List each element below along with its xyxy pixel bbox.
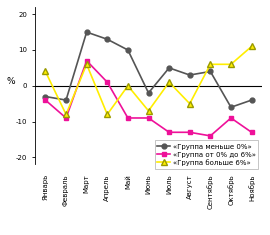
«Группа от 0% до 6%» [167, 131, 171, 134]
«Группа меньше 0%» [85, 31, 88, 34]
«Группа от 0% до 6%» [85, 59, 88, 62]
Y-axis label: %: % [6, 77, 15, 86]
«Группа меньше 0%» [126, 49, 130, 51]
«Группа больше 6%» [209, 63, 212, 66]
«Группа от 0% до 6%» [126, 117, 130, 119]
Line: «Группа меньше 0%»: «Группа меньше 0%» [43, 30, 254, 110]
«Группа меньше 0%» [106, 38, 109, 41]
«Группа от 0% до 6%» [65, 117, 68, 119]
«Группа больше 6%» [147, 110, 150, 112]
«Группа от 0% до 6%» [106, 81, 109, 84]
«Группа от 0% до 6%» [44, 99, 47, 102]
«Группа больше 6%» [44, 70, 47, 73]
«Группа от 0% до 6%» [209, 134, 212, 137]
«Группа больше 6%» [167, 81, 171, 84]
«Группа больше 6%» [65, 113, 68, 116]
«Группа меньше 0%» [188, 74, 191, 76]
«Группа меньше 0%» [147, 91, 150, 94]
«Группа больше 6%» [85, 63, 88, 66]
«Группа больше 6%» [250, 45, 253, 48]
«Группа меньше 0%» [229, 106, 232, 109]
«Группа больше 6%» [229, 63, 232, 66]
«Группа от 0% до 6%» [250, 131, 253, 134]
«Группа меньше 0%» [209, 70, 212, 73]
«Группа от 0% до 6%» [147, 117, 150, 119]
Line: «Группа от 0% до 6%»: «Группа от 0% до 6%» [43, 58, 254, 138]
«Группа от 0% до 6%» [229, 117, 232, 119]
Legend: «Группа меньше 0%», «Группа от 0% до 6%», «Группа больше 6%»: «Группа меньше 0%», «Группа от 0% до 6%»… [155, 141, 258, 169]
«Группа меньше 0%» [250, 99, 253, 102]
Line: «Группа больше 6%»: «Группа больше 6%» [42, 43, 255, 118]
«Группа меньше 0%» [44, 95, 47, 98]
«Группа больше 6%» [106, 113, 109, 116]
«Группа больше 6%» [126, 84, 130, 87]
«Группа больше 6%» [188, 102, 191, 105]
«Группа меньше 0%» [167, 67, 171, 69]
«Группа от 0% до 6%» [188, 131, 191, 134]
«Группа меньше 0%» [65, 99, 68, 102]
